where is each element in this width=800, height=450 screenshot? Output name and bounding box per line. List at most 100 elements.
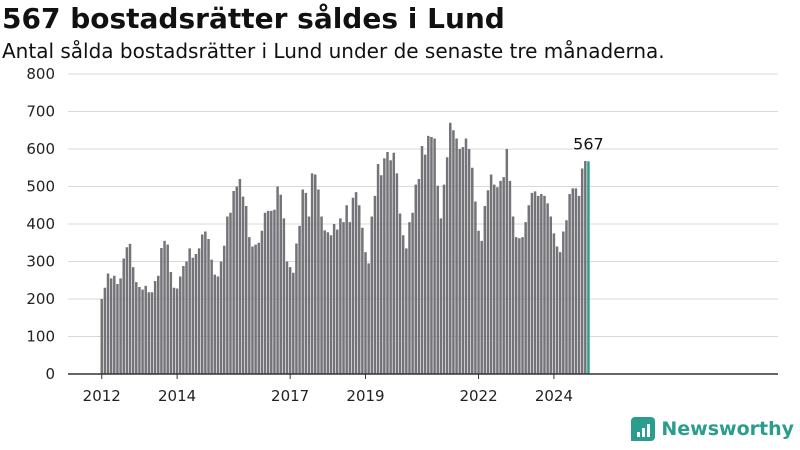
bar bbox=[323, 230, 326, 374]
bar bbox=[436, 185, 439, 374]
bar bbox=[147, 292, 151, 374]
bar bbox=[499, 180, 502, 374]
bar bbox=[464, 138, 468, 374]
bar bbox=[172, 287, 176, 374]
bar bbox=[461, 147, 465, 374]
bar bbox=[219, 261, 223, 374]
y-tick-label: 100 bbox=[26, 328, 55, 346]
bar bbox=[282, 218, 286, 374]
bar bbox=[166, 244, 169, 374]
bar bbox=[452, 130, 455, 374]
bar bbox=[226, 216, 229, 374]
bar bbox=[364, 252, 367, 374]
bar bbox=[320, 216, 323, 374]
x-tick-label: 2022 bbox=[459, 387, 497, 405]
y-tick-label: 600 bbox=[26, 140, 55, 158]
bar bbox=[106, 273, 110, 374]
bar bbox=[445, 157, 449, 374]
bar bbox=[260, 230, 264, 374]
bar bbox=[251, 246, 254, 374]
bar bbox=[565, 220, 568, 374]
bar bbox=[546, 203, 549, 374]
bar bbox=[524, 222, 527, 374]
bar bbox=[423, 154, 427, 374]
bar bbox=[348, 222, 352, 374]
bar bbox=[194, 254, 198, 374]
bar bbox=[558, 252, 562, 374]
bar bbox=[540, 194, 543, 374]
bar bbox=[483, 206, 487, 374]
bar bbox=[417, 179, 421, 374]
bar bbox=[536, 195, 540, 374]
chart-subtitle: Antal sålda bostadsrätter i Lund under d… bbox=[2, 39, 665, 63]
bar bbox=[577, 195, 581, 374]
bar bbox=[543, 195, 546, 374]
x-tick-label: 2014 bbox=[158, 387, 196, 405]
bar bbox=[496, 187, 499, 374]
bar bbox=[295, 243, 298, 374]
bar bbox=[345, 205, 348, 374]
bar bbox=[442, 184, 446, 374]
bar bbox=[584, 161, 587, 374]
y-tick-label: 400 bbox=[26, 215, 55, 233]
chart-title: 567 bostadsrätter såldes i Lund bbox=[2, 2, 505, 35]
bar bbox=[339, 218, 342, 374]
bar bbox=[370, 216, 374, 374]
bar bbox=[342, 222, 345, 374]
bar bbox=[533, 191, 537, 374]
bar bbox=[116, 284, 119, 374]
bar bbox=[175, 288, 179, 374]
bar bbox=[329, 235, 333, 374]
bar bbox=[392, 152, 396, 374]
bar bbox=[141, 289, 144, 374]
bar bbox=[191, 257, 195, 374]
bar bbox=[474, 201, 477, 374]
bar bbox=[477, 230, 480, 374]
bar bbox=[430, 137, 433, 374]
x-tick-label: 2019 bbox=[346, 387, 384, 405]
bar bbox=[467, 149, 471, 374]
bar bbox=[373, 195, 377, 374]
bar bbox=[273, 209, 276, 374]
bar bbox=[549, 216, 553, 374]
bar bbox=[395, 173, 399, 374]
bar bbox=[125, 247, 129, 374]
bar bbox=[160, 248, 163, 374]
bar bbox=[292, 272, 295, 374]
bar bbox=[351, 197, 355, 374]
bar bbox=[235, 186, 239, 374]
y-tick-label: 200 bbox=[26, 290, 55, 308]
bar bbox=[109, 278, 113, 374]
bar bbox=[222, 245, 226, 374]
y-tick-label: 0 bbox=[45, 365, 55, 383]
bar bbox=[458, 149, 461, 374]
bar bbox=[505, 149, 509, 374]
bar bbox=[266, 210, 270, 374]
newsworthy-logo[interactable]: Newsworthy bbox=[631, 414, 794, 444]
bar bbox=[210, 259, 213, 374]
bar bbox=[131, 267, 135, 374]
bar bbox=[248, 237, 251, 374]
bar bbox=[420, 146, 424, 374]
bar bbox=[310, 173, 314, 374]
bar bbox=[486, 190, 490, 374]
bar bbox=[521, 237, 524, 374]
bar bbox=[489, 174, 493, 374]
bar bbox=[357, 205, 361, 374]
bar bbox=[113, 275, 116, 374]
bar bbox=[580, 168, 584, 374]
bar bbox=[238, 179, 242, 374]
bar bbox=[244, 206, 248, 374]
bar bbox=[367, 263, 370, 374]
bar bbox=[150, 292, 154, 374]
bar bbox=[122, 258, 125, 374]
bar bbox=[135, 282, 138, 374]
bar bbox=[518, 238, 521, 374]
bar bbox=[574, 188, 578, 374]
bar bbox=[314, 174, 317, 374]
bar bbox=[128, 243, 132, 374]
bar bbox=[449, 122, 452, 374]
bar bbox=[241, 196, 245, 374]
bar bbox=[411, 212, 414, 374]
